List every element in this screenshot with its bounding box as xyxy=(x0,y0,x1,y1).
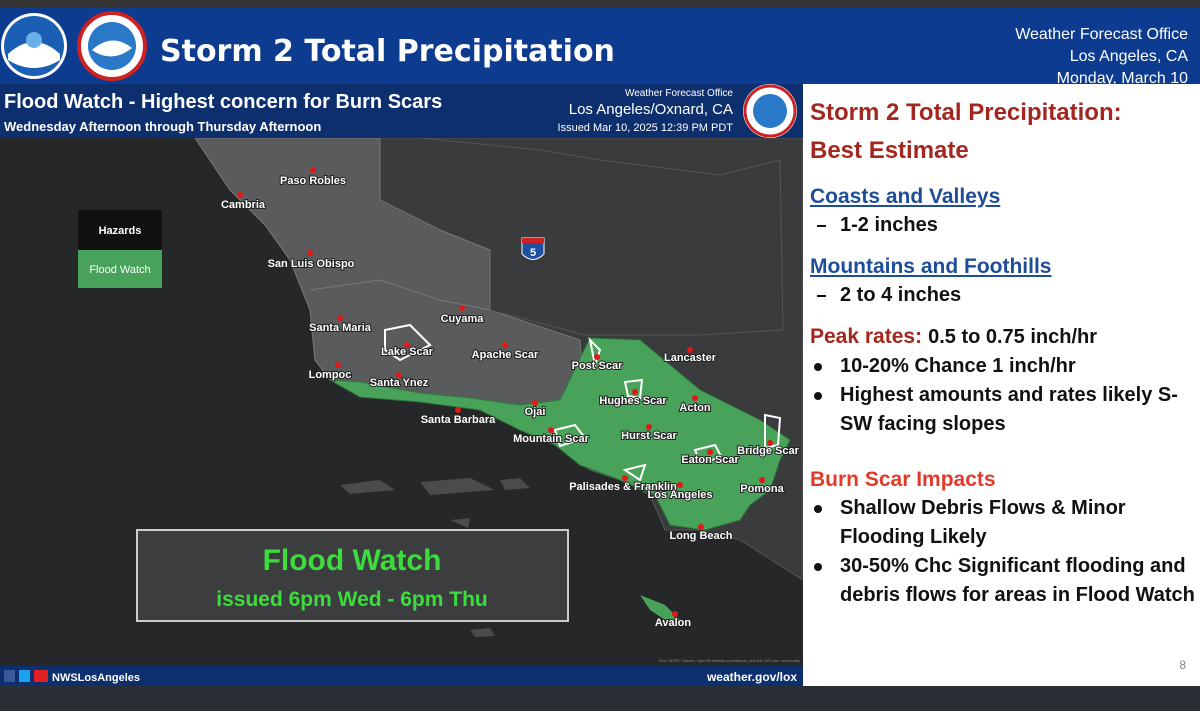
place-label: Eaton Scar xyxy=(681,454,739,466)
section-title: Peak rates: 0.5 to 0.75 inch/hr xyxy=(810,322,1195,352)
place-dot xyxy=(459,305,465,311)
place-dot xyxy=(310,167,316,173)
place-label: Post Scar xyxy=(572,360,623,372)
place-label: Ojai xyxy=(525,406,546,418)
section-title-text: Coasts and Valleys xyxy=(810,185,1001,208)
section-title-text: Mountains and Foothills xyxy=(810,255,1052,278)
place-dot xyxy=(532,400,538,406)
section-item: 2 to 4 inches xyxy=(810,281,1195,310)
top-strip xyxy=(0,0,1200,8)
place-label: Hurst Scar xyxy=(621,430,677,442)
map-title: Flood Watch - Highest concern for Burn S… xyxy=(4,91,442,113)
callout-subtitle: issued 6pm Wed - 6pm Thu xyxy=(216,588,487,611)
place-dot xyxy=(548,427,554,433)
section-item: 10-20% Chance 1 inch/hr xyxy=(810,352,1195,381)
legend-swatch xyxy=(78,250,162,288)
legend-label: Flood Watch xyxy=(89,264,150,276)
place-label: Los Angeles xyxy=(648,489,713,501)
place-label: Apache Scar xyxy=(472,349,539,361)
map: Paso Robles Cambria San Luis Obispo Santa M… xyxy=(0,84,803,686)
place-label: Lompoc xyxy=(309,369,352,381)
map-office: Weather Forecast Office xyxy=(625,88,733,99)
callout-title: Flood Watch xyxy=(263,544,442,577)
callout-box xyxy=(136,529,569,622)
place-dot xyxy=(622,475,628,481)
place-dot xyxy=(632,389,638,395)
office-line: Weather Forecast Office xyxy=(1015,26,1188,43)
place-dot xyxy=(692,395,698,401)
section-title: Coasts and Valleys xyxy=(810,182,1195,211)
place-label: Pomona xyxy=(740,483,784,495)
place-dot xyxy=(335,362,341,368)
place-dot xyxy=(767,440,773,446)
legend-title: Hazards xyxy=(99,225,142,237)
map-office: Los Angeles/Oxnard, CA xyxy=(569,101,733,118)
place-dot xyxy=(396,372,402,378)
office-line: Monday, March 10 xyxy=(1056,70,1188,87)
map-office: Issued Mar 10, 2025 12:39 PM PDT xyxy=(558,122,734,134)
place-label: Mountain Scar xyxy=(513,433,590,445)
place-label: Paso Robles xyxy=(280,175,346,187)
place-dot xyxy=(307,250,313,256)
panel-content: Storm 2 Total Precipitation: Best Estima… xyxy=(810,94,1195,610)
footer-url: weather.gov/lox xyxy=(706,670,797,684)
place-label: Lake Scar xyxy=(381,346,434,358)
place-label: Lancaster xyxy=(664,352,717,364)
place-dot xyxy=(687,347,693,353)
section-title-text: Peak rates: xyxy=(810,325,923,348)
logos xyxy=(1,11,147,81)
place-dot xyxy=(698,524,704,530)
footer-handle: NWSLosAngeles xyxy=(52,672,140,684)
header-bar: Storm 2 Total Precipitation Weather Fore… xyxy=(0,8,1200,87)
place-dot xyxy=(455,407,461,413)
legend-header xyxy=(78,210,162,250)
page-number: 8 xyxy=(1179,658,1186,672)
place-dot xyxy=(759,477,765,483)
place-label: Cambria xyxy=(221,199,266,211)
place-label: Hughes Scar xyxy=(599,395,667,407)
place-dot xyxy=(337,315,343,321)
panel-heading: Best Estimate xyxy=(810,137,969,164)
place-dot xyxy=(404,342,410,348)
place-label: Bridge Scar xyxy=(737,445,799,457)
section-title: Mountains and Foothills xyxy=(810,252,1195,281)
place-label: Santa Maria xyxy=(309,322,372,334)
place-dot xyxy=(677,482,683,488)
section-title: Burn Scar Impacts xyxy=(810,465,1195,494)
section-value: 0.5 to 0.75 inch/hr xyxy=(928,326,1098,348)
place-label: San Luis Obispo xyxy=(268,258,355,270)
place-dot xyxy=(646,424,652,430)
office-line: Los Angeles, CA xyxy=(1069,48,1188,65)
map-subtitle: Wednesday Afternoon through Thursday Aft… xyxy=(4,119,321,134)
place-label: Santa Barbara xyxy=(421,414,496,426)
place-label: Acton xyxy=(679,402,710,414)
section-item: 1-2 inches xyxy=(810,211,1195,240)
section-title-text: Burn Scar Impacts xyxy=(810,468,996,491)
place-label: Cuyama xyxy=(441,313,485,325)
attribution: Esri, HERE, Garmin, OpenStreetMap contri… xyxy=(659,658,800,663)
place-label: Santa Ynez xyxy=(370,377,429,389)
info-panel: Storm 2 Total Precipitation: Best Estima… xyxy=(803,84,1200,686)
panel-heading: Storm 2 Total Precipitation: xyxy=(810,99,1122,126)
section-item: Highest amounts and rates likely S-SW fa… xyxy=(810,381,1195,439)
section-item: Shallow Debris Flows & Minor Flooding Li… xyxy=(810,494,1195,552)
place-dot xyxy=(594,354,600,360)
highway-shield: 5 xyxy=(530,247,536,259)
place-dot xyxy=(237,192,243,198)
section-item: 30-50% Chc Significant flooding and debr… xyxy=(810,552,1195,610)
place-label: Avalon xyxy=(655,617,692,629)
place-dot xyxy=(707,449,713,455)
place-dot xyxy=(502,342,508,348)
header-title: Storm 2 Total Precipitation xyxy=(160,34,615,69)
place-dot xyxy=(672,611,678,617)
header-office: Weather Forecast Office Los Angeles, CA … xyxy=(1015,24,1188,90)
place-label: Palisades & Franklin xyxy=(569,481,677,493)
place-label: Long Beach xyxy=(670,530,733,542)
